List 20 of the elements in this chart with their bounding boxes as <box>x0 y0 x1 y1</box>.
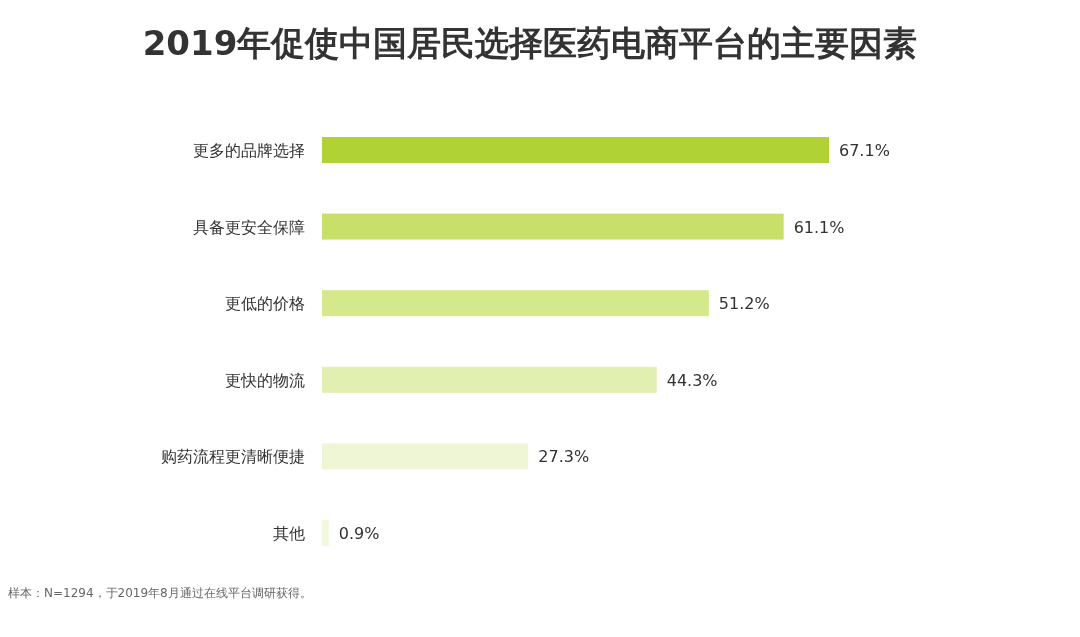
y-tick-label: 其他 <box>273 524 305 543</box>
data-label: 67.1% <box>839 141 890 160</box>
chart-title: 2019年促使中国居民选择医药电商平台的主要因素 <box>142 23 918 63</box>
y-tick-label: 更快的物流 <box>225 370 305 390</box>
bar <box>322 290 709 317</box>
bar <box>322 520 329 546</box>
y-tick-label: 更低的价格 <box>225 294 305 314</box>
y-tick-label: 具备更安全保障 <box>193 217 305 237</box>
bar <box>322 213 784 240</box>
bar <box>322 443 529 470</box>
text: 样本：N=1294，于2019年8月通过在线平台调研获得。 <box>8 586 312 600</box>
bar <box>322 366 657 393</box>
data-label: 44.3% <box>666 370 718 390</box>
y-tick-label: 购药流程更清晰便捷 <box>161 447 305 467</box>
y-tick-label: 更多的品牌选择 <box>193 141 305 160</box>
data-label: 51.2% <box>718 294 770 314</box>
data-label: 61.1% <box>793 217 845 237</box>
data-label: 27.3% <box>538 447 590 467</box>
bar <box>322 137 829 163</box>
data-label: 0.9% <box>338 524 380 543</box>
